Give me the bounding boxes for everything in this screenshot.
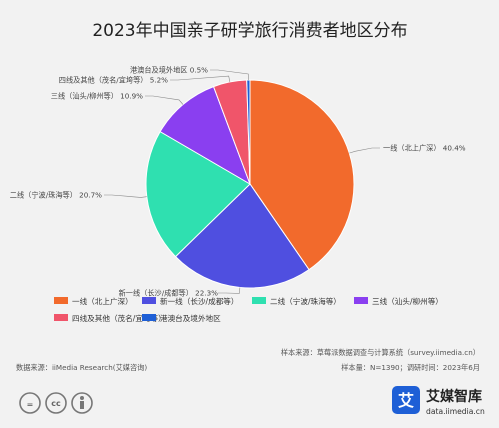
brand-url: data.iimedia.cn <box>426 407 485 416</box>
leader-line-2 <box>104 194 147 198</box>
data-source: 数据来源：iiMedia Research(艾媒咨询) <box>16 363 147 372</box>
chart-title: 2023年中国亲子研学旅行消费者地区分布 <box>92 21 407 41</box>
pie-slice-1 <box>174 183 310 289</box>
legend-item-5: 港澳台及境外地区 <box>142 313 221 323</box>
legend-label-1: 新一线（长沙/成都等） <box>160 296 239 306</box>
legend-swatch-5 <box>142 314 156 321</box>
legend-label-3: 三线（汕头/柳州等） <box>372 296 443 306</box>
legend-item-0: 一线（北上广深） <box>54 296 133 306</box>
brand-logo-char: 艾 <box>398 391 414 410</box>
legend-item-2: 二线（宁波/珠海等） <box>252 296 341 306</box>
legend-item-1: 新一线（长沙/成都等） <box>142 296 239 306</box>
legend-item-4: 四线及其他（茂名/宜垮等） <box>54 313 166 323</box>
brand-logo-icon <box>392 386 420 414</box>
legend-swatch-0 <box>54 297 68 304</box>
sample-size: 样本量：N=1390；调研时间：2023年6月 <box>341 363 480 372</box>
pie-slice-0 <box>249 79 355 271</box>
license-icons: = cc <box>19 392 93 414</box>
svg-text:cc: cc <box>51 399 61 408</box>
slice-label-2: 二线（宁波/珠海等） 20.7% <box>10 191 102 200</box>
leader-line-5 <box>210 69 249 81</box>
legend-label-2: 二线（宁波/珠海等） <box>270 296 341 306</box>
brand-name: 艾媒智库 <box>426 388 482 405</box>
slice-label-4: 四线及其他（茂名/宜垮等） 5.2% <box>59 76 168 85</box>
slice-labels: 一线（北上广深） 40.4% 新一线（长沙/成都等） 22.3% 二线（宁波/珠海等… <box>10 66 466 298</box>
legend: 一线（北上广深） 新一线（长沙/成都等） 二线（宁波/珠海等） 三线（汕头/柳州等） 四… <box>54 296 443 323</box>
slice-label-5: 港澳台及境外地区 0.5% <box>130 66 208 75</box>
cc-icon: cc <box>45 392 67 414</box>
legend-swatch-1 <box>142 297 156 304</box>
legend-label-4: 四线及其他（茂名/宜垮等） <box>72 313 166 323</box>
brand-logo: 艾 艾媒智库 data.iimedia.cn <box>392 386 485 416</box>
legend-label-0: 一线（北上广深） <box>72 296 133 306</box>
leader-line-1 <box>218 287 241 294</box>
pie-slice-3 <box>159 85 251 186</box>
slice-label-3: 三线（汕头/柳州等） 10.9% <box>51 92 143 101</box>
legend-item-3: 三线（汕头/柳州等） <box>354 296 443 306</box>
attribution-icon <box>71 392 93 414</box>
leader-line-0 <box>349 147 380 154</box>
legend-swatch-4 <box>54 314 68 321</box>
pie-chart <box>145 79 355 289</box>
equals-icon: = <box>19 392 41 414</box>
svg-text:=: = <box>27 400 34 409</box>
sample-source: 样本来源：草莓派数据调查与计算系统（survey.iimedia.cn） <box>281 348 480 357</box>
slice-label-0: 一线（北上广深） 40.4% <box>383 144 466 153</box>
legend-swatch-2 <box>252 297 266 304</box>
leader-line-4 <box>170 75 231 83</box>
legend-swatch-3 <box>354 297 368 304</box>
pie-slice-2 <box>145 130 251 258</box>
leader-line-3 <box>145 95 184 105</box>
legend-label-5: 港澳台及境外地区 <box>160 313 221 323</box>
slice-label-1: 新一线（长沙/成都等） 22.3% <box>119 289 219 298</box>
